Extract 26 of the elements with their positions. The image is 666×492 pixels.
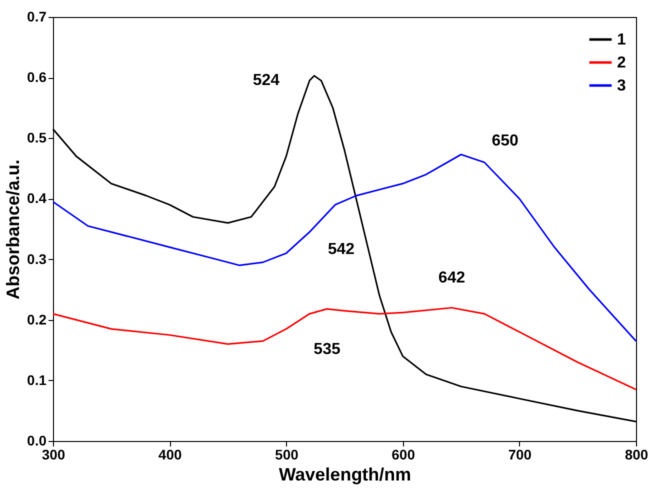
y-tick-label: 0.0 [27,432,47,448]
legend-label: 1 [617,32,626,48]
x-axis-title: Wavelength/nm [278,464,412,484]
annotation: 524 [252,72,280,89]
x-tick-label: 300 [42,446,66,462]
line-series [52,306,637,390]
y-tick-label: 0.2 [27,311,47,328]
line-series [52,154,637,342]
y-tick-label: 0.5 [27,130,47,146]
x-tick-label: 800 [624,446,648,462]
y-tick-label: 0.7 [27,8,47,24]
legend-label: 2 [617,54,626,72]
x-tick-label: 400 [158,446,182,462]
annotation: 535 [314,340,340,358]
y-tick-label: 0.4 [27,190,47,206]
y-tick-label: 0.6 [27,69,47,86]
annotation: 642 [438,270,466,287]
x-tick-label: 600 [392,446,416,462]
legend-label: 3 [617,78,626,94]
y-tick-label: 0.1 [27,372,47,388]
x-tick-label: 500 [275,446,299,462]
x-tick-label: 700 [508,446,532,462]
annotation: 650 [492,132,519,150]
annotation: 542 [328,240,355,258]
y-tick-label: 0.3 [27,250,47,267]
y-axis-title: Absorbance/a.u. [3,159,24,300]
